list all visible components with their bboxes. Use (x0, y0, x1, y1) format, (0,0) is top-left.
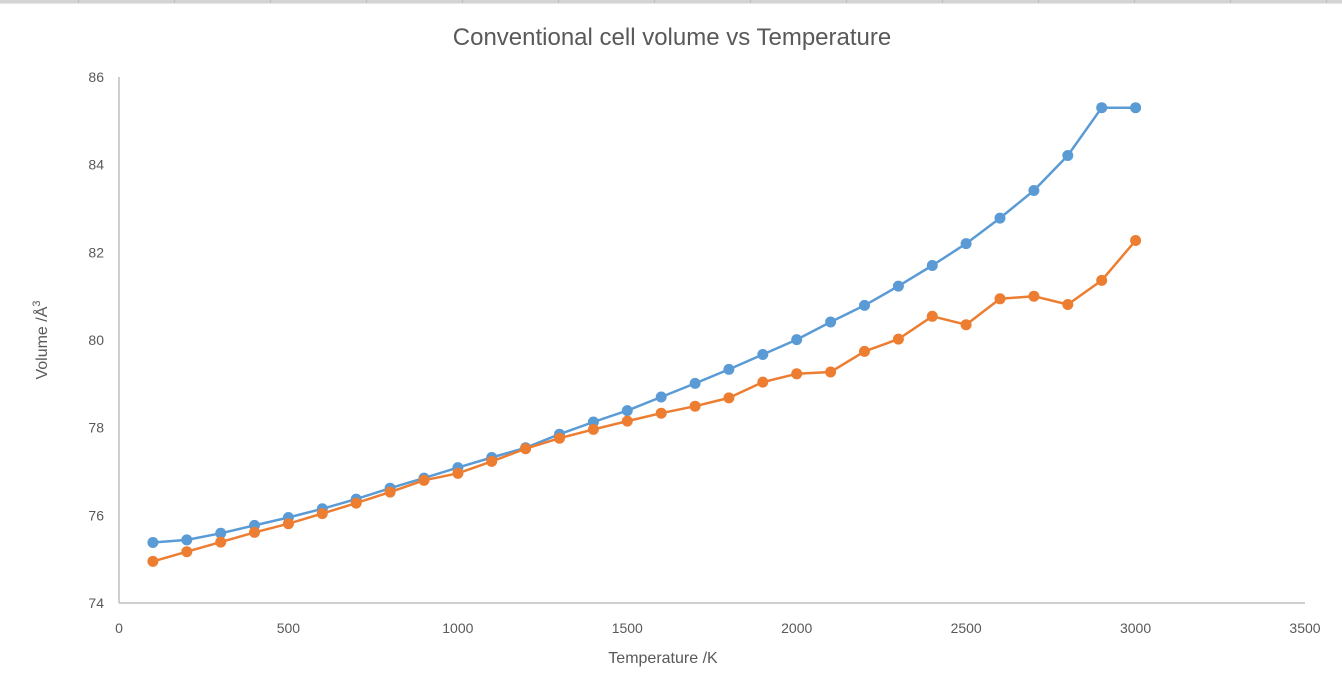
y-axis-tick-labels: 74 76 78 80 82 84 86 (88, 69, 104, 611)
series-2 (147, 235, 1142, 567)
series-1-point (1028, 185, 1040, 196)
x-tick-label: 3000 (1120, 620, 1151, 636)
series-2-point (587, 423, 599, 435)
series-2-point (757, 376, 769, 388)
series-2-point (1096, 274, 1108, 286)
x-tick-label: 2500 (951, 620, 982, 636)
column-divider (1038, 0, 1039, 4)
x-tick-label: 1500 (612, 620, 643, 636)
series-2-point (655, 407, 667, 419)
series-1-point (147, 537, 159, 548)
series-2-point (520, 443, 532, 455)
series-1-point (791, 334, 803, 346)
series-2-point (723, 392, 735, 404)
series-2-point (249, 526, 260, 538)
series-2-point (621, 415, 633, 427)
series-2-point (554, 432, 565, 444)
series-2-point (892, 333, 904, 345)
series-2-point (994, 293, 1006, 305)
x-tick-label: 500 (277, 620, 301, 636)
spreadsheet-border-line (0, 3, 1342, 4)
y-tick-label: 82 (88, 244, 104, 260)
series-2-point (282, 518, 294, 530)
column-divider (558, 0, 559, 4)
series-1-point (655, 391, 667, 403)
series-1-point (181, 534, 193, 546)
column-divider (174, 0, 175, 4)
series-1 (147, 102, 1142, 548)
series-1-point (621, 405, 633, 417)
series-1-point (1096, 102, 1108, 114)
series-2-point (316, 508, 328, 520)
series-2-point (384, 486, 396, 498)
series-2-point (147, 555, 159, 567)
column-divider (750, 0, 751, 4)
series-2-point (215, 536, 227, 548)
series-1-point (757, 349, 769, 360)
column-divider (270, 0, 271, 4)
series-1-point (215, 527, 227, 539)
x-tick-label: 0 (115, 620, 123, 636)
x-axis-title: Temperature /K (608, 650, 718, 667)
series-1-point (1130, 102, 1142, 114)
series-1-point (859, 299, 870, 311)
spreadsheet-column-strip (0, 0, 1342, 4)
x-tick-label: 2000 (781, 620, 812, 636)
column-divider (78, 0, 79, 4)
y-tick-label: 74 (88, 595, 104, 611)
column-divider (1326, 0, 1327, 4)
series-1-point (723, 363, 735, 375)
series-1-point (892, 280, 904, 292)
series-2-point (452, 467, 464, 479)
column-divider (462, 0, 463, 4)
series-2-line (152, 239, 1137, 563)
series-2-point (181, 546, 193, 558)
series-1-point (960, 238, 972, 250)
series-2-point (960, 319, 972, 331)
column-divider (366, 0, 367, 4)
y-tick-label: 86 (88, 69, 104, 85)
x-tick-label: 1000 (442, 620, 473, 636)
column-divider (1230, 0, 1231, 4)
y-axis-title-text: Volume /Å (32, 306, 51, 379)
series-2-point (1028, 290, 1040, 302)
series-2-point (689, 400, 701, 412)
series-2-point (486, 455, 498, 467)
series-layer (147, 102, 1142, 567)
y-tick-label: 80 (88, 332, 104, 348)
y-axis-title-superscript: 3 (31, 300, 43, 306)
column-divider (846, 0, 847, 4)
series-2-point (791, 368, 803, 380)
y-tick-label: 78 (88, 420, 104, 436)
column-divider (942, 0, 943, 4)
x-axis-tick-labels: 0 500 1000 1500 2000 2500 3000 3500 (115, 620, 1321, 636)
series-1-point (689, 377, 701, 389)
series-2-point (418, 474, 430, 486)
column-divider (654, 0, 655, 4)
series-1-point (994, 212, 1006, 224)
series-1-point (926, 260, 938, 271)
series-2-point (350, 497, 362, 509)
x-tick-label: 3500 (1289, 620, 1320, 636)
series-1-line (152, 106, 1136, 544)
series-2-point (825, 366, 837, 378)
series-2-point (1130, 235, 1142, 246)
series-2-point (1062, 299, 1074, 310)
series-1-point (825, 316, 837, 328)
y-axis-title: Volume /Å3 (31, 300, 51, 379)
column-divider (1134, 0, 1135, 4)
chart-title: Conventional cell volume vs Temperature (453, 24, 891, 51)
series-2-point (926, 310, 938, 322)
y-tick-label: 76 (88, 507, 104, 523)
y-tick-label: 84 (88, 157, 104, 173)
series-2-point (859, 345, 870, 357)
series-1-point (1062, 150, 1074, 161)
